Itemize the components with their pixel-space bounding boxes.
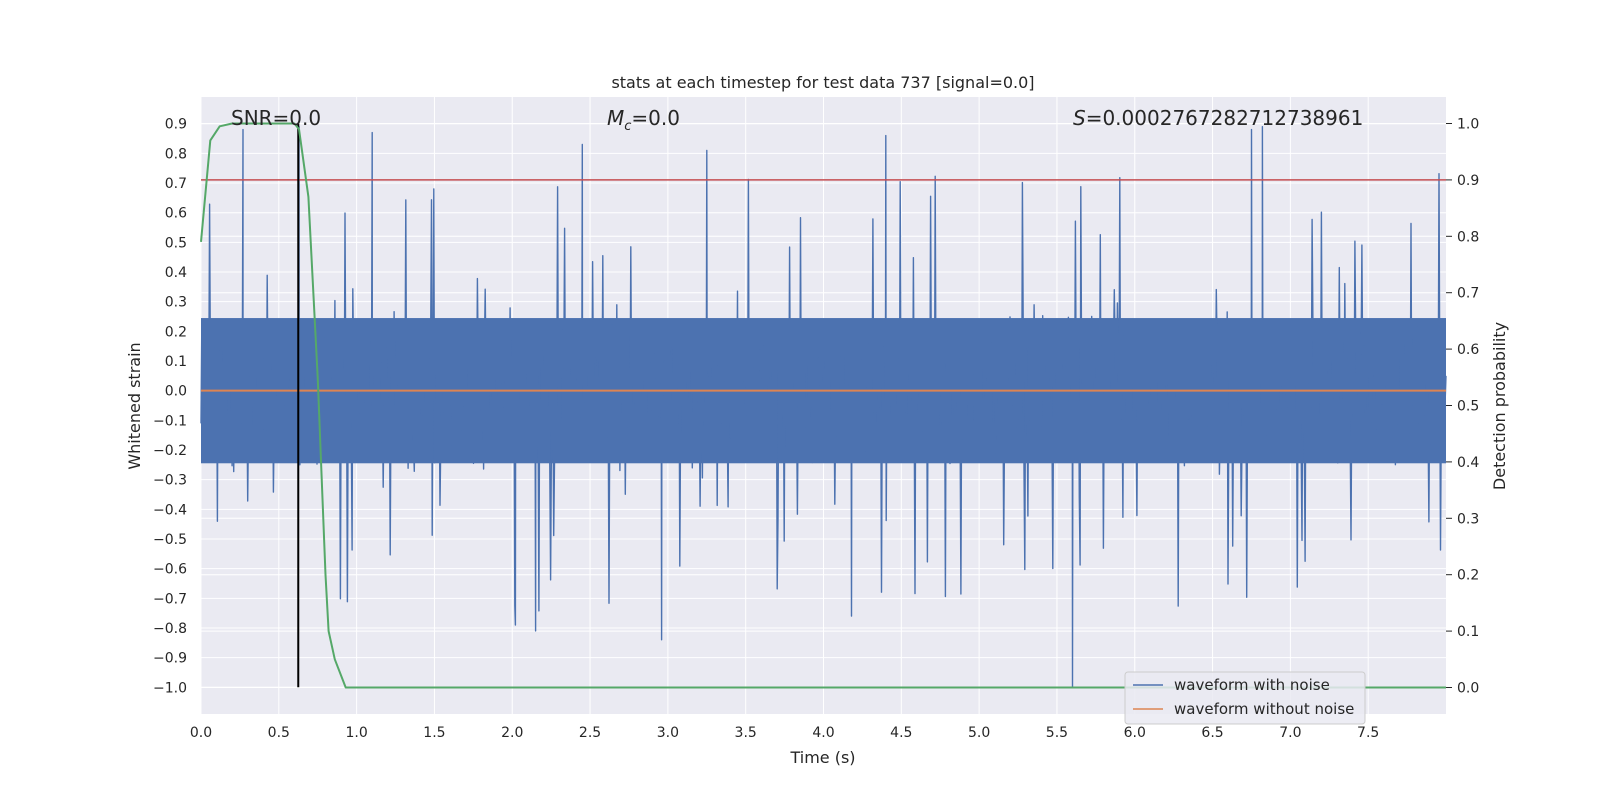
y-tick-label: 0.0 — [165, 384, 187, 400]
x-tick-label: 0.5 — [268, 725, 290, 741]
y2-tick-label: 1.0 — [1457, 117, 1479, 133]
chirp-mass-symbol: M — [607, 106, 624, 130]
y2-tick-label: 0.9 — [1457, 173, 1479, 189]
x-tick-label: 7.0 — [1279, 725, 1301, 741]
y2-tick-label: 0.5 — [1457, 399, 1479, 415]
legend: waveform with noise waveform without noi… — [1124, 671, 1366, 725]
chirp-mass-annotation: Mc=0.0 — [607, 106, 680, 134]
s-value: =0.0002767282712738961 — [1086, 106, 1364, 130]
y2-tick-label: 0.3 — [1457, 511, 1479, 527]
snr-annotation: SNR=0.0 — [231, 106, 321, 130]
chirp-mass-subscript: c — [624, 119, 631, 134]
y-tick-label: 0.2 — [165, 324, 187, 340]
y-tick-label: −0.3 — [153, 473, 187, 489]
y-tick-label: −0.1 — [153, 413, 187, 429]
y-tick-label: 0.8 — [165, 146, 187, 162]
s-symbol: S — [1073, 106, 1086, 130]
legend-box — [1124, 671, 1366, 725]
y-tick-label: 0.4 — [165, 265, 187, 281]
x-tick-label: 1.5 — [423, 725, 445, 741]
y-tick-label: 0.6 — [165, 206, 187, 222]
y-axis-label: Whitened strain — [125, 342, 144, 469]
y-tick-label: 0.9 — [165, 117, 187, 133]
waveform-with-noise-line — [200, 126, 1447, 688]
s-annotation: S=0.0002767282712738961 — [1073, 106, 1363, 130]
x-tick-label: 2.5 — [579, 725, 601, 741]
y2-tick-label: 0.1 — [1457, 624, 1479, 640]
x-tick-label: 1.0 — [345, 725, 367, 741]
y-tick-label: −0.4 — [153, 502, 187, 518]
chart-title: stats at each timestep for test data 737… — [611, 73, 1034, 92]
y-tick-label: −0.9 — [153, 651, 187, 667]
x-tick-label: 5.0 — [968, 725, 990, 741]
y2-tick-label: 0.0 — [1457, 680, 1479, 696]
y-tick-label: 0.1 — [165, 354, 187, 370]
y-tick-label: −0.6 — [153, 562, 187, 578]
overlay-series — [200, 122, 1446, 689]
x-tick-label: 7.5 — [1357, 725, 1379, 741]
legend-label-noise: waveform with noise — [1174, 676, 1330, 694]
x-tick-label: 0.0 — [190, 725, 212, 741]
legend-label-clean: waveform without noise — [1174, 700, 1354, 718]
x-tick-label: 4.5 — [890, 725, 912, 741]
y2-tick-label: 0.7 — [1457, 286, 1479, 302]
x-tick-label: 4.0 — [812, 725, 834, 741]
x-axis-label: Time (s) — [789, 748, 855, 767]
x-tick-label: 3.0 — [657, 725, 679, 741]
y2-axis-label: Detection probability — [1490, 322, 1509, 490]
x-tick-label: 3.5 — [735, 725, 757, 741]
y-tick-label: −1.0 — [153, 680, 187, 696]
x-tick-label: 5.5 — [1046, 725, 1068, 741]
chirp-mass-value: =0.0 — [631, 106, 680, 130]
detection-probability-line — [200, 122, 1446, 689]
y-tick-label: −0.5 — [153, 532, 187, 548]
y-tick-label: −0.7 — [153, 591, 187, 607]
axis-ticks: 0.0 0.5 1.0 1.5 2.0 2.5 3.0 3.5 4.0 4.5 5.0 5.5 6.0 6… — [153, 117, 1479, 741]
x-tick-label: 2.0 — [501, 725, 523, 741]
y2-tick-label: 0.4 — [1457, 455, 1479, 471]
y-tick-label: 0.5 — [165, 235, 187, 251]
x-tick-label: 6.0 — [1124, 725, 1146, 741]
y-tick-label: −0.2 — [153, 443, 187, 459]
y2-tick-label: 0.8 — [1457, 229, 1479, 245]
y2-tick-label: 0.6 — [1457, 342, 1479, 358]
x-tick-label: 6.5 — [1201, 725, 1223, 741]
y-tick-label: 0.3 — [165, 295, 187, 311]
y2-tick-label: 0.2 — [1457, 568, 1479, 584]
y-tick-label: 0.7 — [165, 176, 187, 192]
y-tick-label: −0.8 — [153, 621, 187, 637]
